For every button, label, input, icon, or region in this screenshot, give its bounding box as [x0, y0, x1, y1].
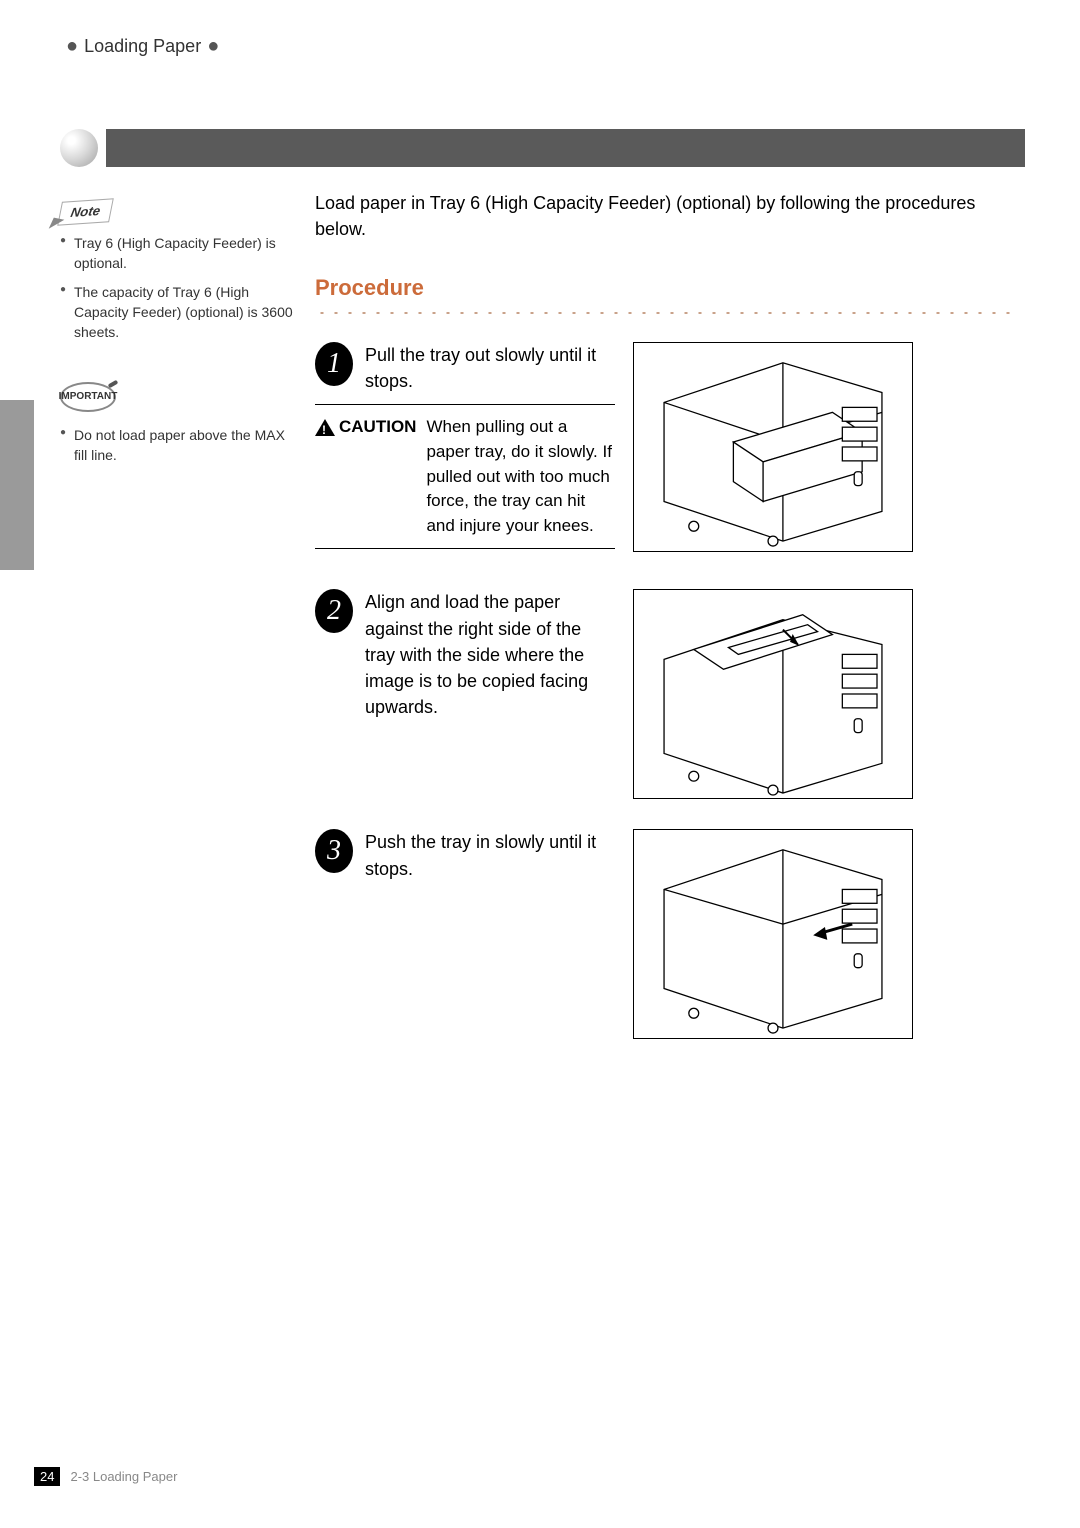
- caution-block: CAUTION When pulling out a paper tray, d…: [315, 415, 615, 538]
- main-content: Load paper in Tray 6 (High Capacity Feed…: [315, 190, 1015, 1069]
- note-list: Tray 6 (High Capacity Feeder) is optiona…: [60, 234, 300, 342]
- important-item: Do not load paper above the MAX fill lin…: [60, 426, 300, 465]
- intro-text: Load paper in Tray 6 (High Capacity Feed…: [315, 190, 1015, 242]
- caution-label: CAUTION: [315, 415, 416, 440]
- dot-icon: ●: [66, 35, 78, 58]
- printer-load-paper-icon: [634, 590, 912, 798]
- step-figure: [633, 342, 913, 552]
- step-figure: [633, 589, 913, 799]
- note-item: The capacity of Tray 6 (High Capacity Fe…: [60, 283, 300, 342]
- step-text: Push the tray in slowly until it stops.: [365, 829, 615, 881]
- note-badge: Note: [57, 198, 113, 226]
- procedure-heading: Procedure: [315, 272, 1015, 304]
- title-bar: [60, 125, 1025, 170]
- step-left: 1 Pull the tray out slowly until it stop…: [315, 342, 615, 559]
- step-number-icon: 1: [315, 342, 353, 386]
- step-text: Pull the tray out slowly until it stops.: [365, 342, 615, 394]
- dot-icon: ●: [207, 35, 219, 58]
- page-header: ● Loading Paper ●: [60, 35, 225, 58]
- sphere-icon: [60, 129, 98, 167]
- step-number-icon: 3: [315, 829, 353, 873]
- important-badge: IMPORTANT: [60, 382, 116, 412]
- caution-word: CAUTION: [339, 415, 416, 440]
- step-left: 3 Push the tray in slowly until it stops…: [315, 829, 615, 881]
- header-section-title: Loading Paper: [84, 36, 201, 57]
- step-number-icon: 2: [315, 589, 353, 633]
- printer-tray-out-icon: [634, 343, 912, 551]
- page-footer: 24 2-3 Loading Paper: [34, 1467, 177, 1486]
- step-head: 1 Pull the tray out slowly until it stop…: [315, 342, 615, 394]
- important-ring-icon: IMPORTANT: [60, 382, 116, 412]
- step-row: 2 Align and load the paper against the r…: [315, 589, 1015, 799]
- step-row: 1 Pull the tray out slowly until it stop…: [315, 342, 1015, 559]
- sidebar: Note Tray 6 (High Capacity Feeder) is op…: [60, 200, 300, 475]
- chapter-tab: [0, 400, 34, 570]
- note-item: Tray 6 (High Capacity Feeder) is optiona…: [60, 234, 300, 273]
- step-text: Align and load the paper against the rig…: [365, 589, 615, 719]
- step-head: 2 Align and load the paper against the r…: [315, 589, 615, 719]
- printer-tray-in-icon: [634, 830, 912, 1038]
- important-label: IMPORTANT: [59, 390, 118, 404]
- step-head: 3 Push the tray in slowly until it stops…: [315, 829, 615, 881]
- title-bar-fill: [106, 129, 1025, 167]
- footer-section-ref: 2-3 Loading Paper: [70, 1469, 177, 1484]
- important-list: Do not load paper above the MAX fill lin…: [60, 426, 300, 465]
- dotted-rule: [315, 310, 1015, 316]
- step-figure: [633, 829, 913, 1039]
- page-number: 24: [34, 1467, 60, 1486]
- note-label: Note: [69, 203, 101, 220]
- separator: [315, 548, 615, 549]
- caution-body: When pulling out a paper tray, do it slo…: [426, 415, 615, 538]
- step-row: 3 Push the tray in slowly until it stops…: [315, 829, 1015, 1039]
- step-left: 2 Align and load the paper against the r…: [315, 589, 615, 719]
- separator: [315, 404, 615, 405]
- warning-triangle-icon: [315, 419, 335, 436]
